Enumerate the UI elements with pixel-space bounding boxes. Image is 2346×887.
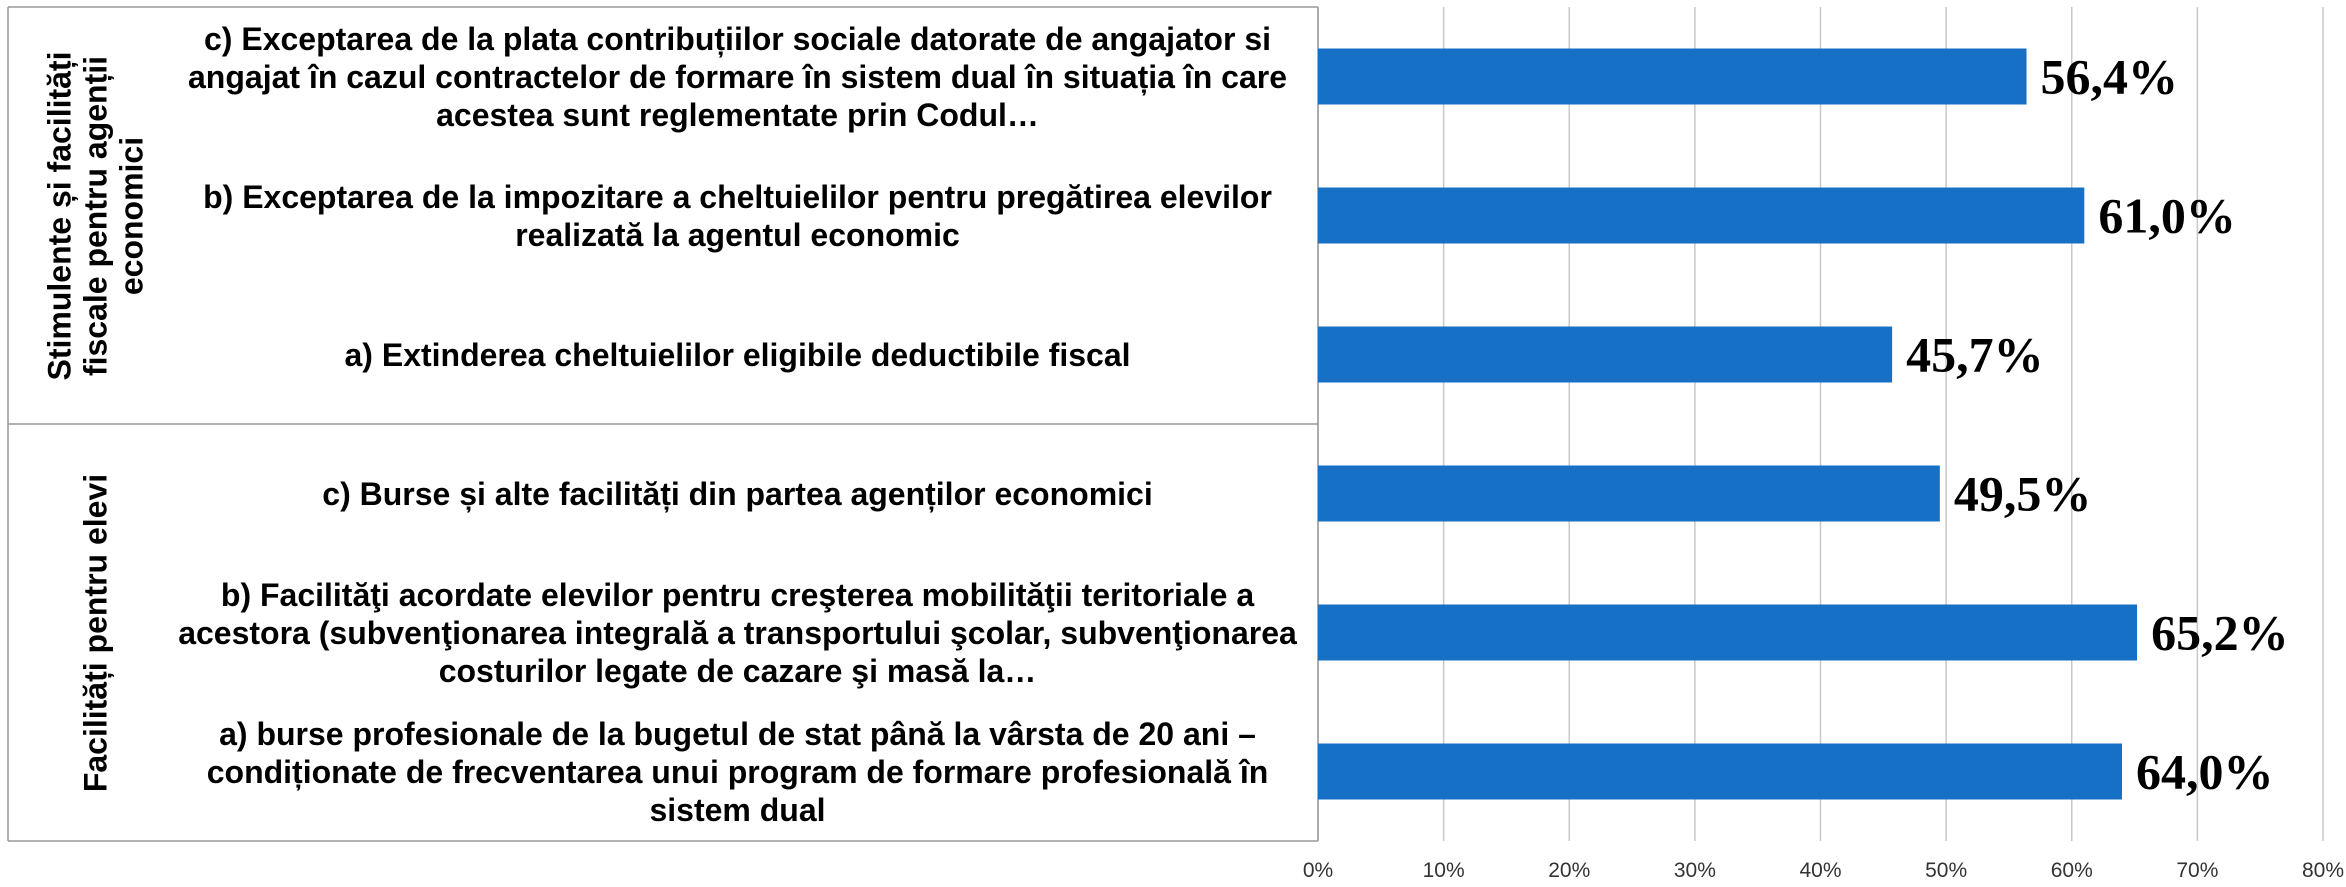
category-label: a) burse profesionale de la bugetul de s… [206, 715, 1269, 828]
group-label: Stimulente și facilități fiscale pentru … [41, 51, 149, 380]
x-tick-label: 10% [1423, 859, 1465, 882]
bar [1318, 604, 2138, 661]
value-label: 49,5% [1954, 466, 2092, 522]
bar [1318, 326, 1893, 383]
x-tick-label: 60% [2051, 859, 2093, 882]
x-tick-label: 80% [2302, 859, 2344, 882]
group-label: Facilități pentru elevi [77, 473, 113, 792]
category-label: c) Exceptarea de la plata contribuțiilor… [188, 20, 1287, 133]
value-label: 64,0% [2136, 744, 2274, 800]
x-tick-label: 70% [2176, 859, 2218, 882]
x-tick-label: 0% [1303, 859, 1333, 882]
category-label: b) Facilităţi acordate elevilor pentru c… [178, 576, 1297, 689]
bar [1318, 743, 2122, 800]
x-tick-label: 50% [1925, 859, 1967, 882]
value-label: 45,7% [1906, 327, 2044, 383]
category-label: b) Exceptarea de la impozitare a cheltui… [203, 178, 1272, 253]
value-label: 61,0% [2098, 188, 2236, 244]
x-tick-label: 30% [1674, 859, 1716, 882]
category-label: a) Extinderea cheltuielilor eligibile de… [344, 336, 1131, 373]
bar [1318, 465, 1940, 522]
value-label: 65,2% [2151, 605, 2289, 661]
bar [1318, 187, 2085, 244]
category-label: c) Burse și alte facilități din partea a… [322, 475, 1153, 512]
bar [1318, 48, 2027, 105]
value-label: 56,4% [2041, 49, 2178, 105]
x-tick-label: 20% [1548, 859, 1590, 882]
x-tick-label: 40% [1799, 859, 1841, 882]
